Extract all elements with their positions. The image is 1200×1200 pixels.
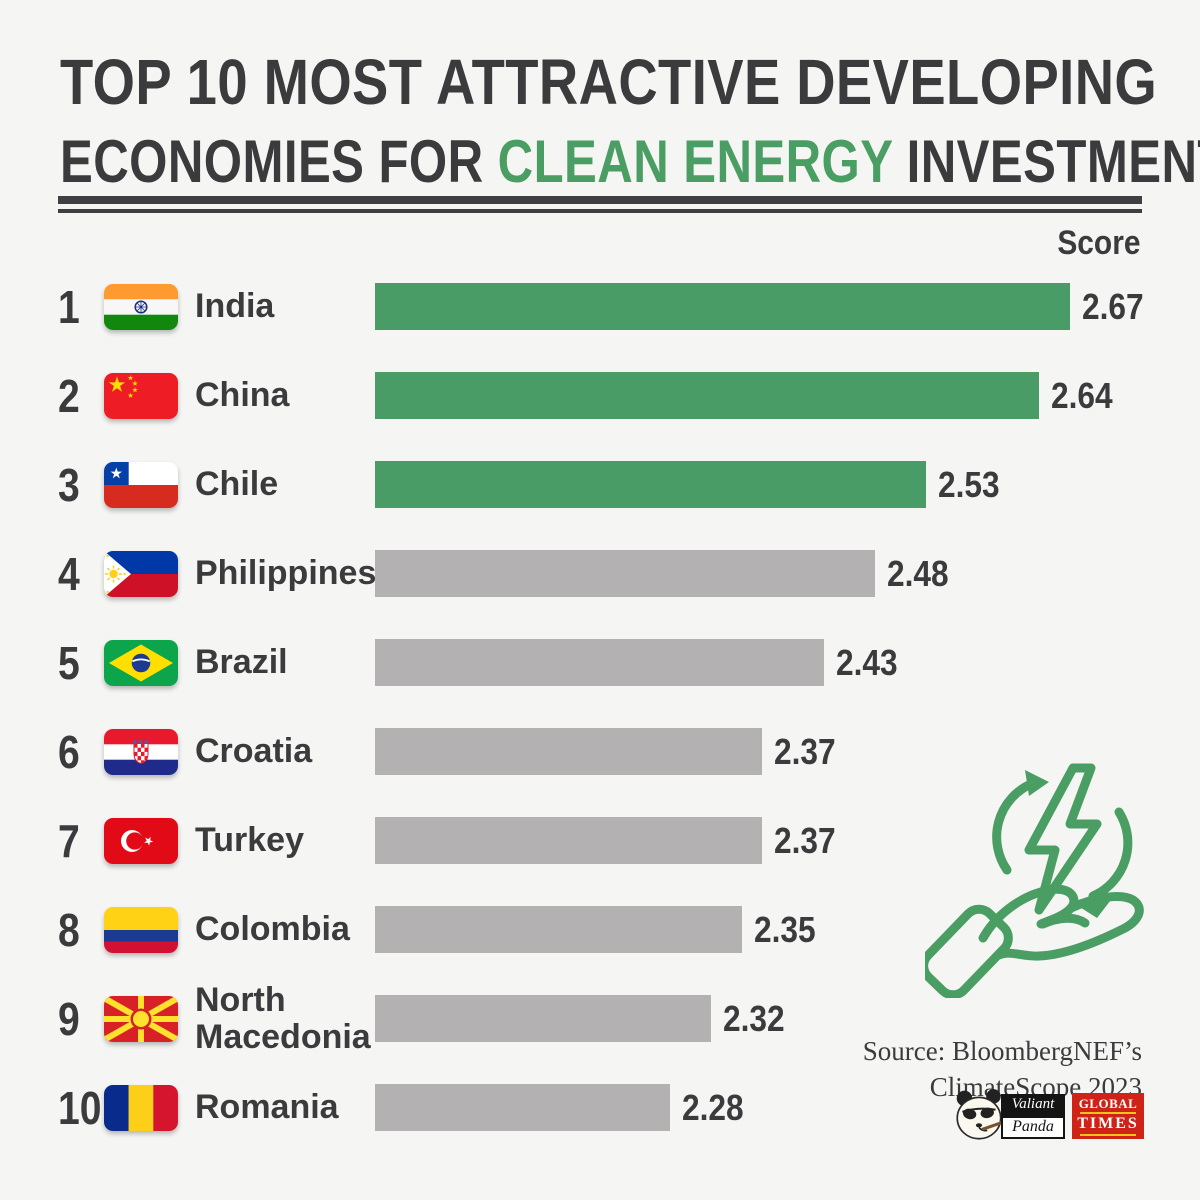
score-value: 2.53 xyxy=(938,463,1000,505)
score-bar xyxy=(375,461,926,508)
score-value: 2.64 xyxy=(1051,374,1113,416)
table-row: 9 North Macedonia 2.32 xyxy=(58,982,1200,1054)
source-line1: Source: BloombergNEF’s xyxy=(862,1036,1142,1066)
table-row: 4 Philippines 2.48 xyxy=(58,548,1200,600)
ranking-list: 1 India 2.67 2 China 2.64 3 Chile 2.53 xyxy=(58,281,1200,1173)
brazil-flag-icon xyxy=(104,639,178,686)
score-bar xyxy=(375,728,762,775)
table-row: 10 Romania 2.28 xyxy=(58,1082,1200,1134)
rank-number: 7 xyxy=(58,814,80,867)
publisher-logos: Valiant Panda GLOBAL TIMES xyxy=(951,1086,1144,1146)
table-row: 7 Turkey 2.37 xyxy=(58,815,1200,867)
north-macedonia-flag-icon xyxy=(104,995,178,1042)
table-row: 8 Colombia 2.35 xyxy=(58,904,1200,956)
score-bar xyxy=(375,995,711,1042)
rank-number: 4 xyxy=(58,547,80,600)
rank-number: 9 xyxy=(58,992,80,1045)
score-bar xyxy=(375,639,824,686)
score-value: 2.35 xyxy=(754,908,816,950)
rank-number: 5 xyxy=(58,636,80,689)
score-bar xyxy=(375,283,1070,330)
colombia-flag-icon xyxy=(104,906,178,953)
valiant-panda-logo: Valiant Panda xyxy=(1001,1093,1065,1139)
rank-number: 10 xyxy=(58,1081,102,1134)
country-label: India xyxy=(195,287,275,326)
table-row: 1 India 2.67 xyxy=(58,281,1200,333)
title-highlight: CLEAN ENERGY xyxy=(497,128,893,195)
rank-number: 1 xyxy=(58,280,80,333)
table-row: 3 Chile 2.53 xyxy=(58,459,1200,511)
global-times-logo-bottom: TIMES xyxy=(1077,1114,1139,1132)
chile-flag-icon xyxy=(104,461,178,508)
rank-number: 2 xyxy=(58,369,80,422)
rank-number: 3 xyxy=(58,458,80,511)
global-times-logo-top: GLOBAL xyxy=(1078,1095,1138,1111)
india-flag-icon xyxy=(104,283,178,330)
country-label: Brazil xyxy=(195,643,288,682)
country-label: North Macedonia xyxy=(195,981,371,1056)
table-row: 2 China 2.64 xyxy=(58,370,1200,422)
turkey-flag-icon xyxy=(104,817,178,864)
croatia-flag-icon xyxy=(104,728,178,775)
table-row: 6 Croatia 2.37 xyxy=(58,726,1200,778)
title-line2: ECONOMIES FOR CLEAN ENERGY INVESTMENT xyxy=(60,128,1200,195)
score-value: 2.37 xyxy=(774,730,836,772)
score-bar xyxy=(375,906,742,953)
country-label: Turkey xyxy=(195,821,304,860)
country-label: Colombia xyxy=(195,910,350,949)
page-title: TOP 10 MOST ATTRACTIVE DEVELOPING ECONOM… xyxy=(60,50,1200,192)
valiant-panda-logo-top: Valiant xyxy=(1001,1093,1065,1116)
score-column-header: Score xyxy=(1056,224,1140,262)
global-times-logo: GLOBAL TIMES xyxy=(1072,1092,1144,1140)
score-bar xyxy=(375,817,762,864)
country-label: Romania xyxy=(195,1088,339,1127)
score-value: 2.48 xyxy=(887,552,949,594)
score-value: 2.28 xyxy=(682,1086,744,1128)
philippines-flag-icon xyxy=(104,550,178,597)
china-flag-icon xyxy=(104,372,178,419)
score-value: 2.37 xyxy=(774,819,836,861)
score-bar xyxy=(375,550,875,597)
score-bar xyxy=(375,1084,670,1131)
country-label: China xyxy=(195,376,290,415)
romania-flag-icon xyxy=(104,1084,178,1131)
valiant-panda-logo-bottom: Panda xyxy=(1001,1115,1065,1139)
score-value: 2.32 xyxy=(723,997,785,1039)
rank-number: 6 xyxy=(58,725,80,778)
rank-number: 8 xyxy=(58,903,80,956)
country-label: Croatia xyxy=(195,732,313,771)
country-label: Chile xyxy=(195,465,279,504)
title-line1: TOP 10 MOST ATTRACTIVE DEVELOPING xyxy=(60,46,1158,118)
country-label: Philippines xyxy=(195,554,377,593)
title-divider xyxy=(58,196,1142,213)
score-value: 2.43 xyxy=(836,641,898,683)
score-value: 2.67 xyxy=(1082,285,1144,327)
score-bar xyxy=(375,372,1039,419)
table-row: 5 Brazil 2.43 xyxy=(58,637,1200,689)
clean-energy-hand-icon xyxy=(919,758,1157,1003)
